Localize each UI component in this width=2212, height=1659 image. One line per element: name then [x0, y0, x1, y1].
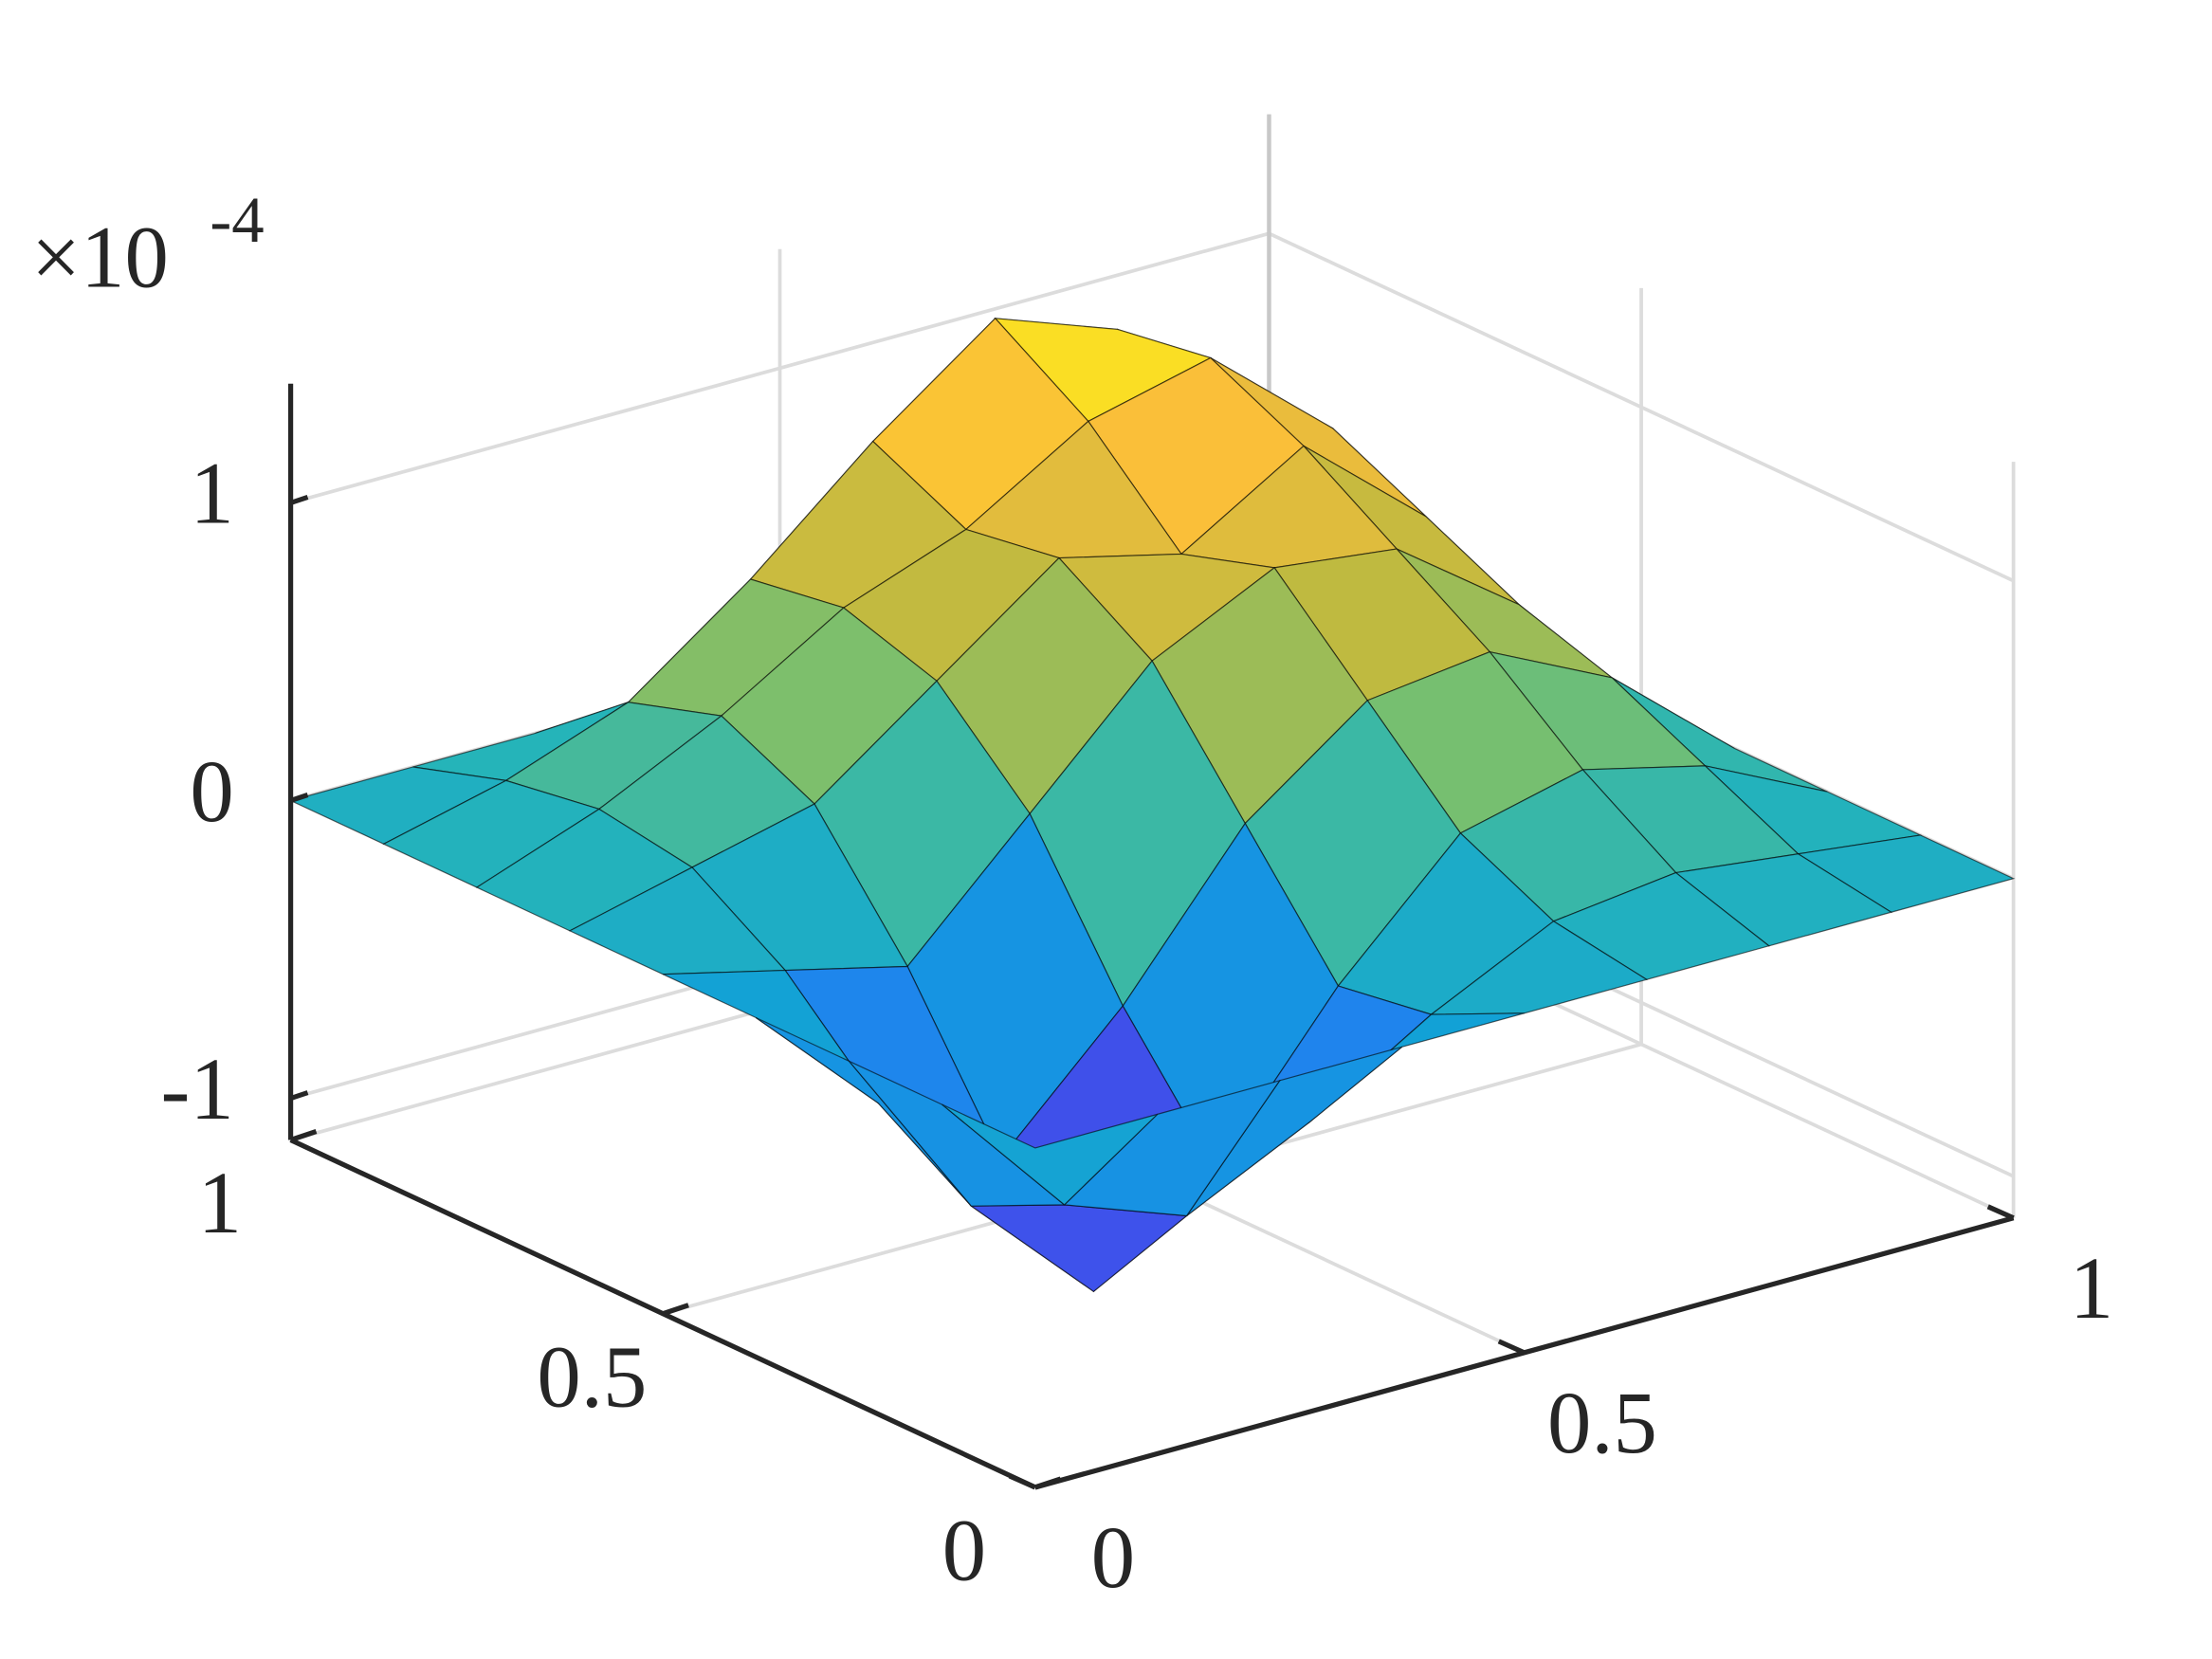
z-tick [289, 793, 309, 803]
y-tick [1033, 1476, 1062, 1490]
x-tick-label: 0 [1091, 1509, 1135, 1607]
surface-patch [969, 1204, 1189, 1293]
z-tick [289, 494, 309, 505]
x-tick [1008, 1473, 1036, 1490]
y-tick-label: 0.5 [537, 1328, 647, 1426]
grid-line [1268, 231, 2015, 583]
x-tick-label: 1 [2070, 1240, 2113, 1338]
surface-patch [941, 1103, 1159, 1206]
x-tick-label: 0.5 [1547, 1375, 1657, 1472]
z-tick-label: 1 [190, 446, 233, 543]
x-tick [1497, 1339, 1526, 1356]
z-tick-label: -1 [161, 1041, 234, 1139]
x-tick [1986, 1204, 2015, 1221]
z-tick-label: 0 [190, 743, 233, 841]
grid-line [290, 231, 1270, 505]
surface [288, 317, 2016, 1293]
z-multiplier: ×10 [31, 210, 169, 307]
z-exponent: -4 [210, 184, 264, 256]
y-tick-label: 0 [942, 1502, 986, 1599]
y-tick [289, 1129, 318, 1143]
axes: -1 0 1 0 0.5 1 0 0.5 1 [161, 383, 2113, 1607]
z-tick [289, 1090, 309, 1102]
y-tick [662, 1303, 689, 1317]
y-tick-label: 1 [198, 1155, 242, 1252]
